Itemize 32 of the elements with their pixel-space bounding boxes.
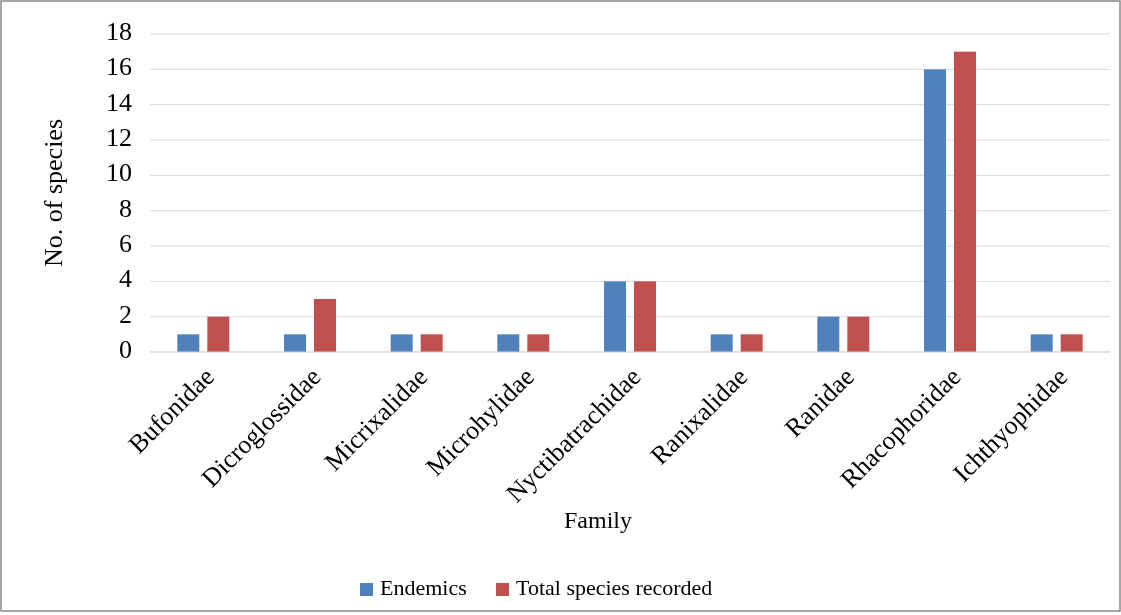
- bar: [604, 281, 626, 352]
- bar: [390, 334, 413, 352]
- bar: [284, 334, 306, 352]
- y-tick-label: 6: [119, 228, 132, 258]
- bar: [1030, 334, 1053, 352]
- bar: [314, 299, 336, 352]
- y-tick-label: 18: [106, 16, 132, 46]
- y-tick-label: 14: [106, 87, 132, 117]
- x-axis-title: Family: [563, 507, 633, 533]
- bar: [740, 334, 763, 352]
- bar: [420, 334, 443, 352]
- y-axis-title: No. of species: [39, 118, 68, 268]
- y-tick-label: 10: [106, 158, 132, 188]
- legend-label: Endemics: [380, 575, 467, 601]
- y-tick-label: 12: [106, 122, 132, 152]
- bar: [207, 316, 230, 352]
- bar: [1060, 334, 1083, 352]
- y-tick-label: 8: [119, 193, 132, 223]
- bar: [924, 69, 946, 352]
- bar: [817, 316, 840, 352]
- bar: [710, 334, 733, 352]
- legend-label: Total species recorded: [516, 575, 713, 601]
- y-tick-label: 0: [119, 334, 132, 364]
- bar: [847, 316, 870, 352]
- bar: [177, 334, 200, 352]
- bar: [634, 281, 656, 352]
- bar: [497, 334, 520, 352]
- bar: [954, 51, 976, 352]
- y-tick-label: 2: [119, 299, 132, 329]
- y-tick-label: 16: [106, 52, 132, 82]
- y-tick-label: 4: [119, 264, 132, 294]
- bar: [527, 334, 550, 352]
